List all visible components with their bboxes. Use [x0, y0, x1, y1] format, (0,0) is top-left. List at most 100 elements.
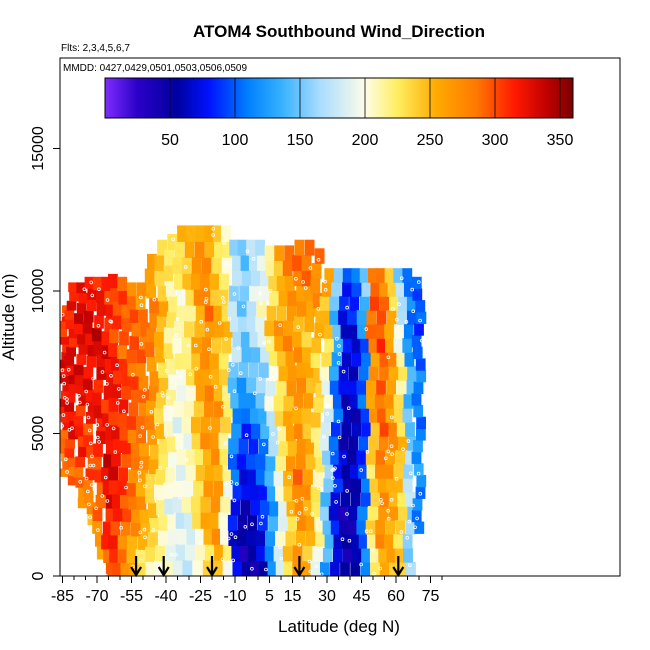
heat-cell: [324, 464, 335, 479]
heat-cell: [203, 528, 214, 545]
heat-cell: [269, 500, 280, 517]
observation-dot: [211, 227, 216, 231]
heat-cell: [305, 514, 316, 531]
observation-dot: [345, 512, 349, 516]
observation-dot: [318, 332, 322, 337]
observation-dot: [233, 535, 238, 539]
heat-cell: [349, 464, 360, 479]
heat-cell: [273, 395, 284, 412]
heat-cell: [73, 466, 84, 478]
heat-cell: [264, 545, 275, 562]
y-tick-label: 10000: [30, 269, 47, 314]
heat-cell: [219, 448, 230, 465]
heat-cell: [339, 296, 349, 311]
axes: -85 -70 -55 -40 -25 -10 5 15 30 45 60 75 0 5000 10000 1…: [30, 126, 443, 605]
heat-cell: [350, 492, 361, 507]
heat-cell: [60, 398, 68, 407]
heat-cell: [237, 239, 248, 256]
observation-dot: [399, 276, 404, 281]
observation-dot: [82, 287, 87, 292]
heat-cell: [241, 423, 251, 439]
flight-marker-arrow: [130, 566, 143, 578]
observation-dot: [204, 296, 209, 301]
heat-cell: [256, 377, 266, 394]
heat-cell: [257, 255, 267, 271]
heat-cell: [144, 268, 155, 284]
heat-cell: [396, 352, 407, 367]
heat-cell: [393, 464, 404, 479]
observation-dot: [397, 302, 401, 307]
observation-dot: [316, 257, 321, 262]
observation-dot: [310, 512, 314, 516]
observation-dot: [229, 480, 234, 484]
heat-cell: [136, 349, 147, 364]
heat-cell: [146, 356, 157, 372]
heat-cell: [241, 484, 252, 501]
heat-cell: [292, 255, 302, 271]
heat-cell: [360, 408, 371, 423]
heat-cell: [77, 333, 87, 345]
heat-cell: [65, 392, 76, 403]
observation-dot: [65, 401, 69, 405]
heat-cell: [376, 338, 387, 353]
heat-cell: [385, 450, 396, 465]
heat-cell: [276, 275, 287, 292]
heat-cell: [266, 485, 277, 502]
observation-dot: [226, 536, 231, 541]
observation-dot: [401, 447, 405, 452]
heat-cell: [361, 478, 371, 493]
heat-cell: [342, 548, 353, 563]
heat-cell: [60, 375, 70, 384]
heat-cell: [366, 534, 377, 549]
heat-cell: [195, 225, 206, 242]
heat-cell: [183, 400, 194, 418]
heat-cell: [130, 442, 141, 457]
observation-dot: [341, 369, 346, 374]
heat-cell: [109, 328, 119, 344]
heat-cell: [379, 492, 390, 507]
heat-cell: [278, 440, 289, 457]
heat-cell: [60, 437, 68, 446]
heat-cell: [154, 407, 164, 424]
heat-cell: [213, 384, 224, 402]
observation-dot: [365, 449, 370, 454]
heat-cell: [276, 305, 287, 322]
heat-cell: [239, 285, 250, 302]
heat-cell: [83, 490, 94, 503]
heat-cell: [342, 338, 353, 353]
heat-cell: [333, 478, 344, 493]
heat-cell: [273, 470, 284, 487]
heat-cell: [384, 394, 394, 409]
observation-dot: [149, 409, 154, 414]
heat-cell: [286, 425, 296, 442]
heat-cell: [158, 377, 169, 394]
heat-cell: [205, 544, 215, 561]
heat-cell: [403, 394, 414, 409]
heat-cell: [342, 268, 353, 283]
heat-cell: [314, 322, 325, 339]
observation-dot: [294, 276, 298, 281]
heat-cell: [359, 296, 370, 311]
heat-cell: [158, 514, 169, 531]
heat-cell: [163, 265, 174, 282]
heat-cell: [92, 520, 102, 534]
heat-cell: [413, 405, 424, 418]
observation-dot: [60, 312, 65, 317]
heat-cell: [168, 451, 178, 468]
heat-cell: [305, 453, 316, 470]
flights-annotation: Flts: 2,3,4,5,6,7: [61, 43, 130, 54]
heat-cell: [183, 432, 194, 450]
heat-cell: [329, 380, 340, 395]
heat-cell: [200, 512, 211, 529]
observation-dot: [155, 422, 160, 427]
heat-cell: [384, 464, 394, 479]
observation-dot: [139, 295, 143, 300]
observation-dot: [268, 289, 273, 293]
heat-cell: [365, 520, 376, 535]
heat-cell: [239, 545, 250, 562]
heat-cell: [214, 241, 224, 258]
heat-cell: [349, 394, 360, 409]
heat-cell: [86, 502, 97, 515]
observation-dot: [271, 432, 275, 436]
